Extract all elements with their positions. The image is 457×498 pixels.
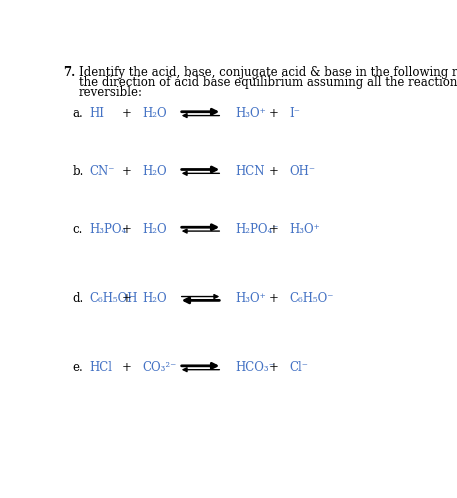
Text: Identify the acid, base, conjugate acid & base in the following reactions and pr: Identify the acid, base, conjugate acid …	[79, 66, 457, 79]
Text: CO₃²⁻: CO₃²⁻	[143, 361, 177, 374]
Text: +: +	[122, 223, 132, 236]
Text: +: +	[122, 292, 132, 305]
Text: OH⁻: OH⁻	[290, 165, 316, 178]
Text: +: +	[122, 165, 132, 178]
Text: HCO₃⁻: HCO₃⁻	[235, 361, 275, 374]
Text: H₂O: H₂O	[143, 223, 167, 236]
Text: +: +	[269, 292, 279, 305]
Text: +: +	[122, 361, 132, 374]
Text: reversible:: reversible:	[79, 86, 143, 99]
Text: e.: e.	[73, 361, 83, 374]
Text: b.: b.	[73, 165, 84, 178]
Text: +: +	[269, 223, 279, 236]
Text: H₂O: H₂O	[143, 292, 167, 305]
Text: a.: a.	[73, 107, 83, 120]
Text: H₃O⁺: H₃O⁺	[235, 292, 266, 305]
Text: c.: c.	[73, 223, 83, 236]
Text: H₃O⁺: H₃O⁺	[235, 107, 266, 120]
Text: HI: HI	[90, 107, 105, 120]
Text: the direction of acid base equilibrium assuming all the reactions listed are: the direction of acid base equilibrium a…	[79, 76, 457, 89]
Text: H₃PO₄: H₃PO₄	[90, 223, 127, 236]
Text: HCN: HCN	[235, 165, 265, 178]
Text: H₂O: H₂O	[143, 165, 167, 178]
Text: +: +	[122, 107, 132, 120]
Text: HCl: HCl	[90, 361, 113, 374]
Text: H₂O: H₂O	[143, 107, 167, 120]
Text: d.: d.	[73, 292, 84, 305]
Text: H₃O⁺: H₃O⁺	[290, 223, 320, 236]
Text: I⁻: I⁻	[290, 107, 301, 120]
Text: C₆H₅O⁻: C₆H₅O⁻	[290, 292, 334, 305]
Text: +: +	[269, 165, 279, 178]
Text: H₂PO₄⁻: H₂PO₄⁻	[235, 223, 279, 236]
Text: +: +	[269, 107, 279, 120]
Text: CN⁻: CN⁻	[90, 165, 115, 178]
Text: +: +	[269, 361, 279, 374]
Text: 7.: 7.	[64, 66, 75, 79]
Text: C₆H₅OH: C₆H₅OH	[90, 292, 138, 305]
Text: Cl⁻: Cl⁻	[290, 361, 308, 374]
